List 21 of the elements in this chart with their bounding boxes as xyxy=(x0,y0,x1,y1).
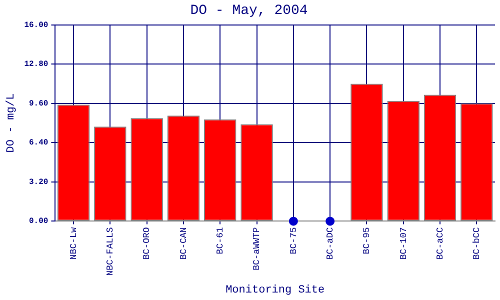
x-tick-label: NBC-Lw xyxy=(68,226,79,260)
x-tick-label: BC-75 xyxy=(288,227,299,254)
y-tick-label: 0.00 xyxy=(29,217,48,226)
x-tick-label: BC-aWWTP xyxy=(252,227,262,270)
y-tick-label: 6.40 xyxy=(29,138,48,148)
y-axis-title: DO - mg/L xyxy=(6,93,18,153)
x-axis-title: Monitoring Site xyxy=(226,284,325,296)
y-tick-label: 3.20 xyxy=(29,178,48,187)
y-tick-label: 9.60 xyxy=(29,99,48,108)
y-tick-label: 12.80 xyxy=(24,60,48,70)
x-tick-label: BC-aCC xyxy=(435,226,446,260)
x-tick-label: NBC-FALLS xyxy=(106,227,116,276)
y-tick-label: 16.00 xyxy=(24,20,48,30)
x-tick-label: BC-ORO xyxy=(142,227,152,260)
x-tick-label: BC-61 xyxy=(216,227,226,254)
x-tick-label: BC-107 xyxy=(398,227,409,260)
x-tick-label: BC-bCC xyxy=(472,226,482,260)
chart-title: DO - May, 2004 xyxy=(190,3,308,20)
x-tick-label: BC-aDC xyxy=(325,226,336,260)
x-tick-label: BC-95 xyxy=(362,227,372,254)
x-tick-label: BC-CAN xyxy=(178,227,189,260)
